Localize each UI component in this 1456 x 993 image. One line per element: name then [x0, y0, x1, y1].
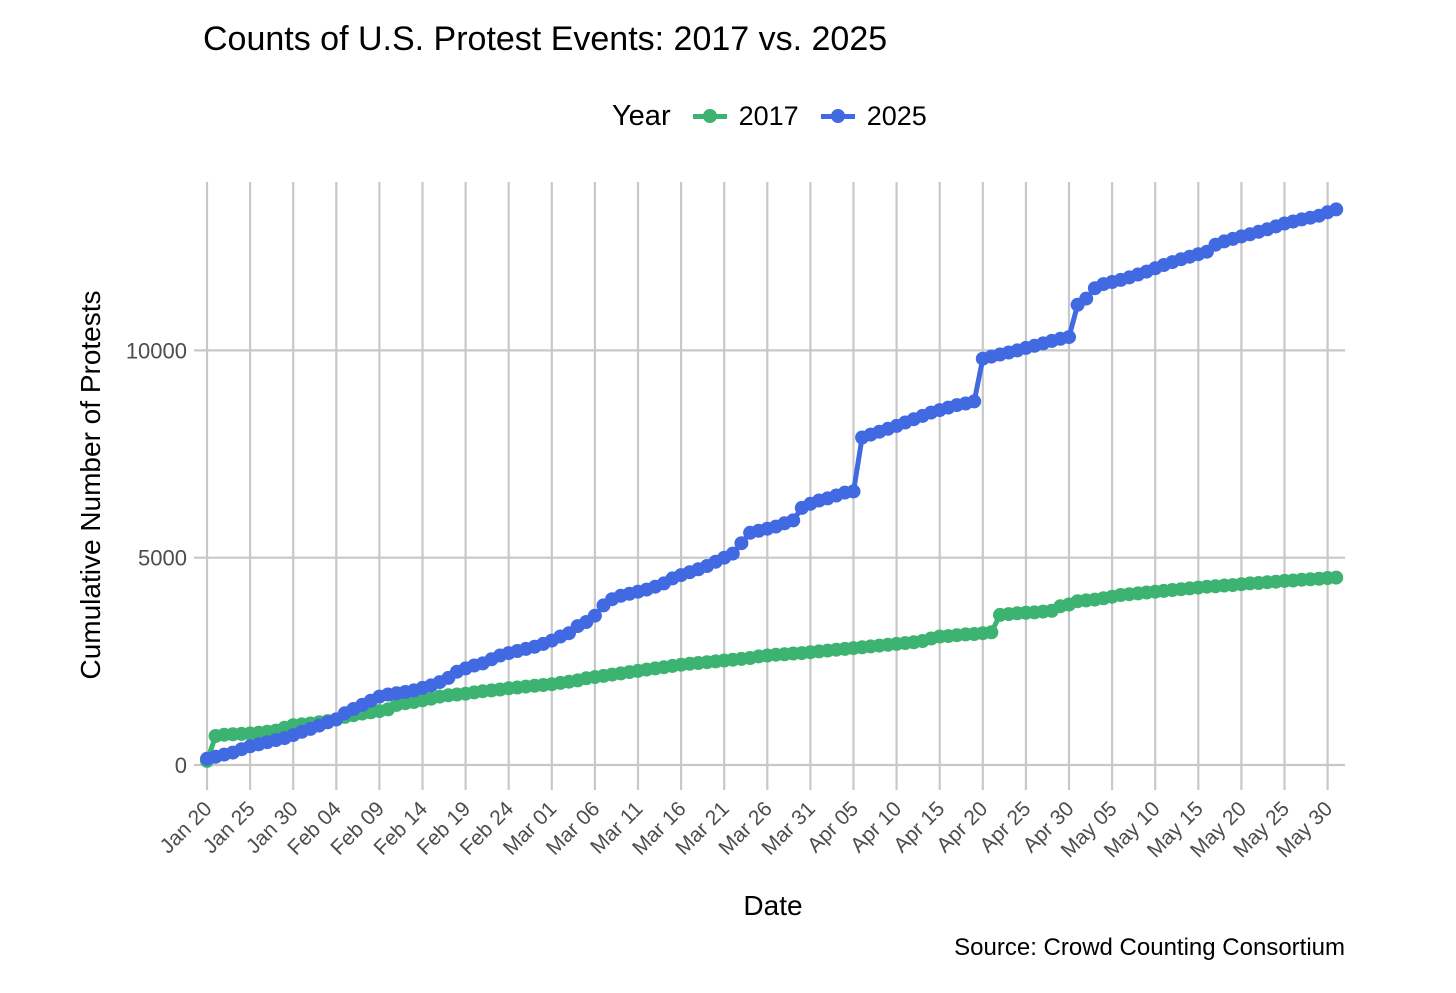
legend-label-2025: 2025 [866, 100, 927, 131]
series-2025 [200, 202, 1344, 766]
data-point-2025 [734, 536, 749, 551]
y-gridlines [194, 349, 1345, 767]
data-point-2025 [725, 546, 740, 561]
series-line-2025 [206, 207, 1337, 762]
chart-title: Counts of U.S. Protest Events: 2017 vs. … [203, 20, 888, 58]
legend-key-dot-2025 [830, 109, 845, 123]
legend-key-dot-2017 [702, 109, 717, 123]
legend-key-2017 [692, 103, 727, 129]
x-axis-title: Date [743, 890, 802, 921]
y-tick-label: 0 [175, 753, 187, 778]
data-point-2025 [1062, 330, 1076, 345]
legend-key-2025 [820, 103, 855, 129]
data-point-2025 [1079, 291, 1094, 306]
data-point-2025 [846, 484, 861, 499]
y-tick-label: 10000 [126, 338, 187, 363]
source-caption: Source: Crowd Counting Consortium [954, 934, 1345, 961]
series-layer [200, 202, 1344, 768]
legend-item-2025: 2025 [820, 100, 927, 132]
legend-label-2017: 2017 [738, 100, 799, 131]
legend-item-2017: 2017 [692, 100, 799, 132]
series-2017 [200, 570, 1344, 768]
data-point-2025 [587, 608, 602, 623]
data-point-2025 [967, 394, 982, 409]
data-point-2017 [984, 625, 999, 640]
y-axis-title: Cumulative Number of Protests [75, 290, 106, 679]
legend: Year 2017 2025 [612, 98, 949, 134]
legend-title: Year [612, 99, 671, 132]
y-tick-labels: 0 5000 10000 [126, 338, 187, 778]
data-point-2017 [1329, 570, 1344, 585]
data-point-2025 [1329, 202, 1344, 217]
y-tick-label: 5000 [138, 546, 187, 571]
series-line-2017 [204, 575, 1337, 762]
data-point-2025 [786, 513, 801, 528]
